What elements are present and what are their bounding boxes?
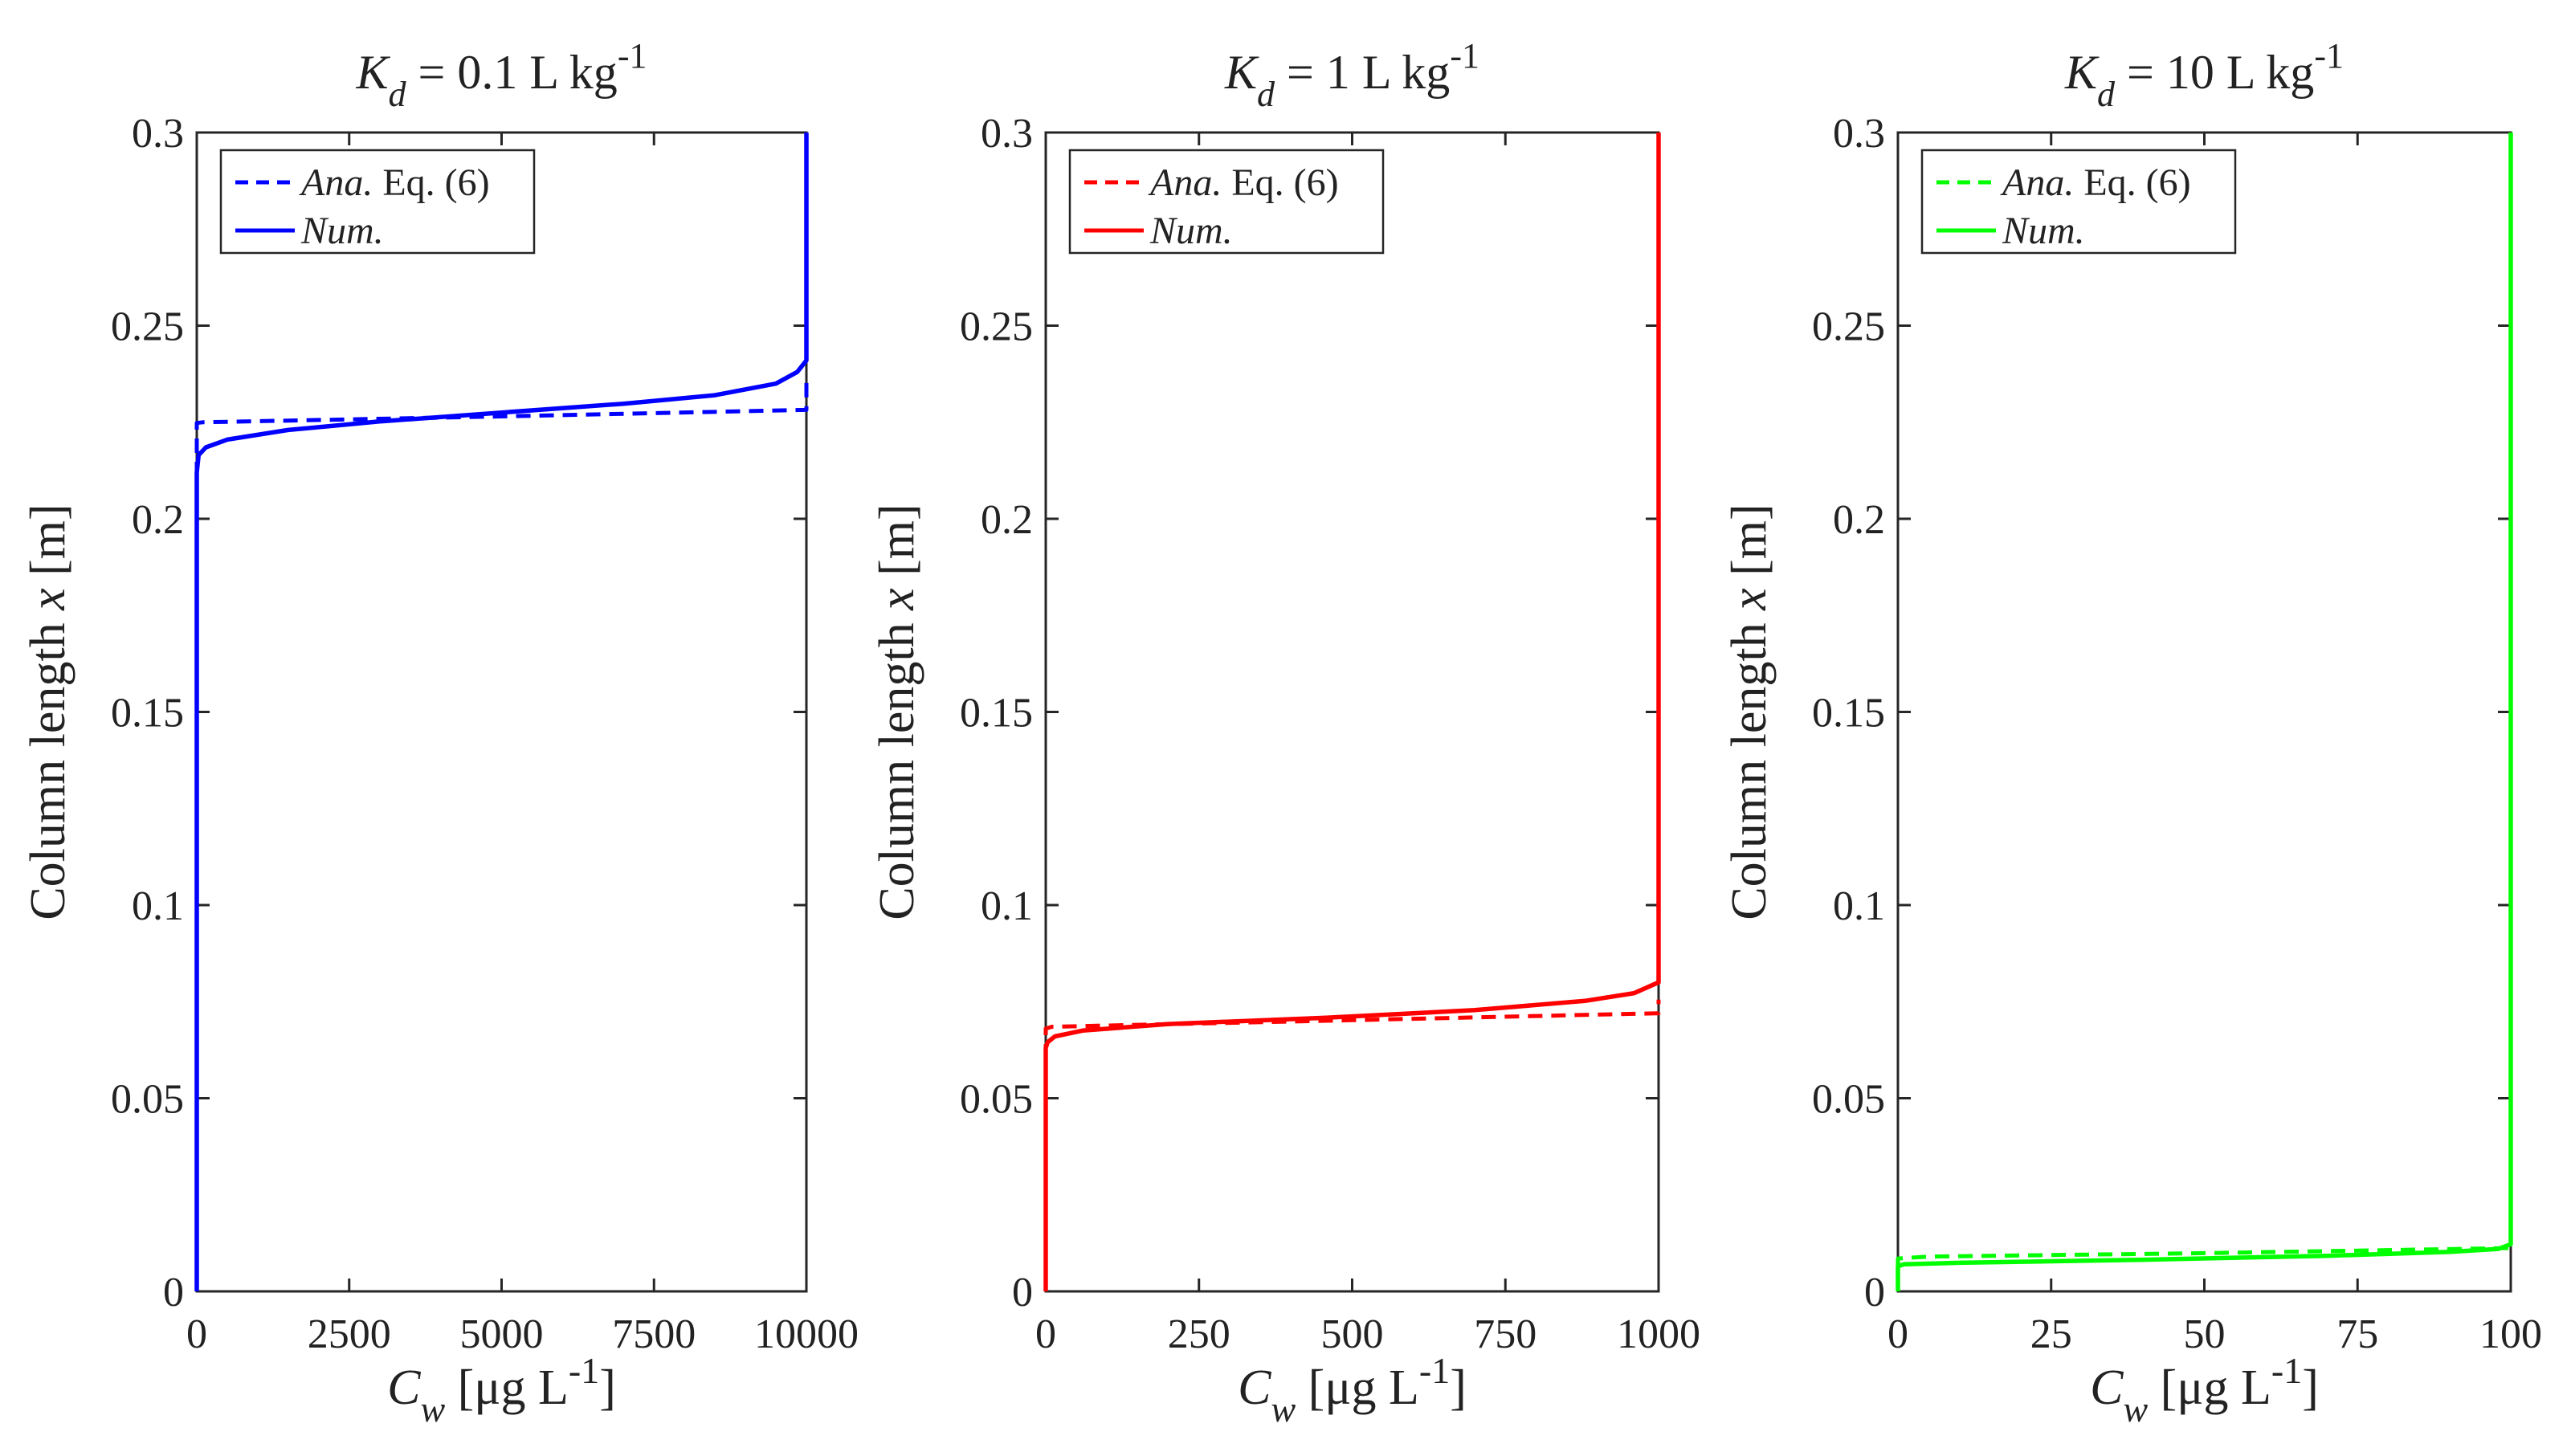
legend-box	[219, 149, 536, 255]
y-tick-label: 0.15	[1812, 691, 1885, 736]
y-axis-label: Column length x [m]	[870, 504, 924, 920]
y-tick-label: 0	[1012, 1270, 1033, 1315]
y-tick-label: 0.25	[960, 304, 1033, 350]
x-axis-label: Cw [μg L-1]	[1238, 1350, 1467, 1429]
series-analytical-line	[1043, 999, 1661, 1291]
y-tick-label: 0.05	[960, 1077, 1033, 1123]
legend-label: Ana. Eq. (6)	[1148, 161, 1339, 204]
x-tick-label: 750	[1474, 1311, 1536, 1357]
y-axis-label: Column length x [m]	[21, 504, 75, 920]
plot-frame	[195, 131, 808, 1293]
y-tick-label: 0	[1864, 1270, 1885, 1315]
legend: Ana. Eq. (6) Num.	[219, 149, 536, 255]
legend-label: Num.	[1149, 210, 1233, 252]
x-tick-label: 25	[2030, 1311, 2072, 1357]
x-axis-label: Cw [μg L-1]	[2090, 1350, 2319, 1429]
x-tick-label: 10000	[754, 1311, 859, 1357]
series-numerical-line	[194, 133, 809, 1291]
plot-frame	[1044, 131, 1660, 1293]
legend: Ana. Eq. (6) Num.	[1920, 149, 2237, 255]
legend-box	[1920, 149, 2237, 255]
x-tick-label: 50	[2184, 1311, 2226, 1357]
y-tick-label: 0.1	[981, 883, 1033, 929]
series-analytical-line	[1896, 1239, 2513, 1291]
y-tick-label: 0	[163, 1270, 184, 1315]
y-tick-label: 0.05	[111, 1077, 184, 1123]
series-numerical-line	[1896, 133, 2513, 1291]
chart-title: Kd = 1 L kg-1	[1224, 36, 1479, 114]
legend-label: Ana. Eq. (6)	[2000, 161, 2191, 204]
x-tick-label: 75	[2336, 1311, 2378, 1357]
x-tick-label: 7500	[612, 1311, 696, 1357]
y-tick-label: 0.25	[1812, 304, 1885, 350]
x-axis-label: Cw [μg L-1]	[387, 1350, 616, 1429]
x-tick-label: 5000	[460, 1311, 544, 1357]
series-analytical-line	[194, 379, 809, 1291]
x-tick-label: 1000	[1617, 1311, 1700, 1357]
chart-panel-3: 0 0.05 0.1 0.15 0.2 0.25 0.3 0 25 50 75 100 Ana. Eq.…	[1722, 36, 2542, 1429]
legend-label: Num.	[2002, 210, 2085, 252]
y-tick-label: 0.3	[132, 111, 184, 157]
chart-title: Kd = 0.1 L kg-1	[356, 36, 647, 114]
x-tick-label: 0	[1887, 1311, 1908, 1357]
y-tick-label: 0.3	[1833, 111, 1885, 157]
chart-panel-1: 0 0.05 0.1 0.15 0.2 0.25 0.3 0 2500 5000 7500 10000…	[21, 36, 859, 1429]
x-tick-label: 250	[1168, 1311, 1230, 1357]
y-tick-label: 0.3	[981, 111, 1033, 157]
y-tick-label: 0.1	[1833, 883, 1885, 929]
y-tick-label: 0.1	[132, 883, 184, 929]
series-numerical-line	[1043, 133, 1661, 1291]
plot-frame	[1896, 131, 2512, 1293]
x-tick-label: 500	[1321, 1311, 1384, 1357]
x-tick-label: 100	[2479, 1311, 2542, 1357]
legend-label: Ana. Eq. (6)	[299, 161, 490, 204]
x-tick-label: 0	[1035, 1311, 1056, 1357]
legend: Ana. Eq. (6) Num.	[1068, 149, 1385, 255]
y-tick-label: 0.25	[111, 304, 184, 350]
legend-box	[1068, 149, 1385, 255]
y-tick-label: 0.05	[1812, 1077, 1885, 1123]
y-axis-label: Column length x [m]	[1722, 504, 1777, 920]
y-tick-label: 0.2	[981, 497, 1033, 543]
x-tick-label: 0	[186, 1311, 207, 1357]
chart-title: Kd = 10 L kg-1	[2064, 36, 2344, 114]
y-tick-label: 0.15	[111, 691, 184, 736]
x-tick-label: 2500	[308, 1311, 391, 1357]
chart-panel-2: 0 0.05 0.1 0.15 0.2 0.25 0.3 0 250 500 750 1000 Ana.…	[870, 36, 1700, 1429]
y-tick-label: 0.2	[1833, 497, 1885, 543]
legend-label: Num.	[300, 210, 384, 252]
y-tick-label: 0.15	[960, 691, 1033, 736]
y-tick-label: 0.2	[132, 497, 184, 543]
